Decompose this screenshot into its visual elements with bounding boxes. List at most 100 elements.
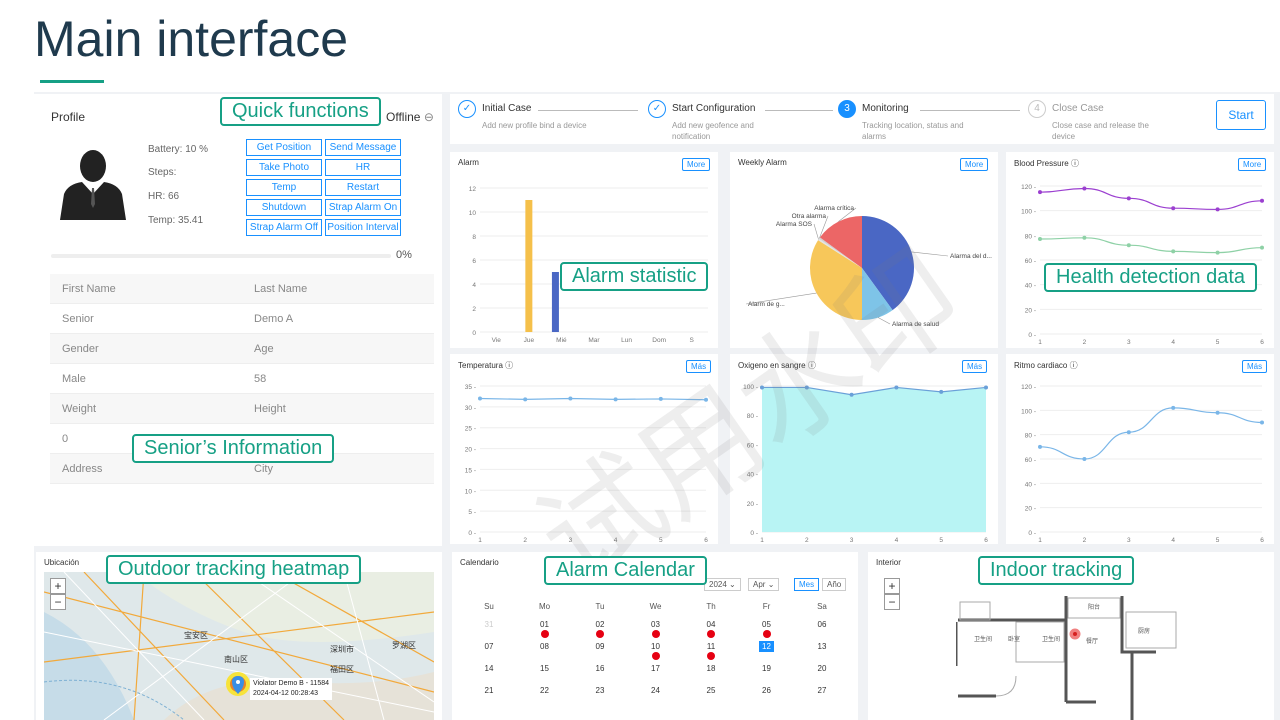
calendar-day[interactable]: 22 (540, 686, 549, 695)
table-row: First Name Last Name (50, 274, 434, 304)
table-cell: City (254, 463, 273, 475)
year-value: 2024 (709, 580, 727, 589)
x-tick-label: 6 (704, 537, 708, 544)
hr-button[interactable]: HR (325, 159, 401, 176)
send-message-button[interactable]: Send Message (325, 139, 401, 156)
more-button[interactable]: More (682, 158, 711, 171)
x-tick-label: 2 (805, 537, 809, 544)
pie-slice (862, 268, 893, 320)
pie-slice (810, 240, 862, 320)
shutdown-button[interactable]: Shutdown (246, 199, 322, 216)
calendar-day[interactable]: 14 (484, 664, 494, 673)
calendar-day[interactable]: 10 (651, 642, 660, 651)
table-cell: Gender (62, 343, 99, 355)
status-indicator[interactable]: Offline ⊖ (386, 110, 434, 124)
get-position-button[interactable]: Get Position (246, 139, 322, 156)
calendar-day[interactable]: 11 (706, 642, 716, 651)
temp-button[interactable]: Temp (246, 179, 322, 196)
position-interval-button[interactable]: Position Interval (325, 219, 401, 236)
calendar-day[interactable]: 01 (540, 620, 549, 629)
chart-title-text: Blood Pressure (1014, 159, 1069, 168)
x-tick-label: 1 (478, 537, 482, 544)
zoom-out-button[interactable]: − (884, 594, 900, 610)
ano-toggle[interactable]: Año (822, 578, 847, 591)
take-photo-button[interactable]: Take Photo (246, 159, 322, 176)
start-button[interactable]: Start (1216, 100, 1266, 130)
step-title: Initial Case (482, 103, 532, 114)
data-point (613, 397, 618, 402)
calendar-day[interactable]: 15 (540, 664, 549, 673)
calendar-day[interactable]: 18 (706, 664, 716, 673)
calendar-day[interactable]: 03 (651, 620, 660, 629)
x-tick-label: 3 (1127, 537, 1131, 544)
calendar-day[interactable]: 06 (817, 620, 827, 629)
help-icon: ⓘ (1069, 361, 1078, 370)
calendar-day[interactable]: 02 (595, 620, 605, 629)
bar (551, 272, 559, 332)
floor-plan[interactable]: 阳台 厨房 卫生间 卧室 卫生间 餐厅 (954, 592, 1188, 720)
calendar-day[interactable]: 19 (762, 664, 771, 673)
step-start-configuration[interactable]: ✓ Start Configuration Add new geofence a… (648, 100, 848, 141)
outdoor-map[interactable]: + − 宝安区 南山区 深圳市 福田区 罗湖区 Violator Demo B … (43, 571, 435, 720)
y-tick-label: 6 (472, 258, 476, 265)
calendar-day[interactable]: 09 (595, 642, 605, 651)
x-tick-label: 4 (895, 537, 899, 544)
table-cell: Address (62, 463, 103, 475)
alarm-dot (596, 630, 604, 638)
x-tick-label: 4 (614, 537, 618, 544)
calendar-day[interactable]: 16 (595, 664, 605, 673)
chevron-down-icon: ⌄ (767, 580, 775, 589)
calendar-day[interactable]: 24 (651, 686, 660, 695)
profile-title: Profile (51, 110, 86, 124)
calendar-day[interactable]: 07 (484, 642, 494, 651)
calendar-day[interactable]: 17 (651, 664, 660, 673)
calendar-day[interactable]: 12 (742, 641, 792, 652)
weekly-alarm-panel: Weekly Alarm More Alarma del d... Alarma … (730, 152, 998, 348)
mas-button[interactable]: Más (1242, 360, 1268, 373)
calendar-day[interactable]: 23 (595, 686, 605, 695)
step-initial-case[interactable]: ✓ Initial Case Add new profile bind a de… (458, 100, 658, 140)
y-tick-label: 2 (472, 306, 476, 313)
calendar-day[interactable]: 21 (484, 686, 494, 695)
y-tick-label: 15 - (465, 467, 476, 474)
y-tick-label: 0 - (1028, 530, 1036, 537)
table-cell: 0 (62, 433, 69, 445)
mas-button[interactable]: Más (962, 360, 988, 373)
calendar-day[interactable]: 26 (762, 686, 771, 695)
more-button[interactable]: More (1238, 158, 1267, 171)
calendar-day[interactable]: 25 (706, 686, 716, 695)
zoom-in-button[interactable]: + (884, 578, 900, 594)
pie-slice (818, 237, 862, 268)
y-tick-label: 80 - (1025, 233, 1036, 240)
alarm-calendar-panel: Calendario 2024 ⌄ Apr ⌄ Mes Año Su Mo Tu We… (452, 552, 858, 720)
data-point (523, 397, 528, 402)
zoom-in-button[interactable]: + (50, 578, 66, 594)
outdoor-map-panel: Ubicación + − 宝安区 南山区 深圳市 福田区 罗 (36, 552, 442, 720)
data-point (1082, 235, 1087, 240)
x-tick-label: 5 (939, 537, 943, 544)
month-select[interactable]: Apr ⌄ (748, 578, 780, 591)
y-tick-label: 100 - (743, 384, 758, 391)
calendar-day[interactable]: 08 (540, 642, 549, 651)
chart-title: Alarm (458, 158, 479, 167)
mes-toggle[interactable]: Mes (794, 578, 820, 591)
battery-value: Battery: 10 % (148, 144, 209, 155)
calendar-day[interactable]: 20 (817, 664, 827, 673)
calendar-day[interactable]: 13 (817, 642, 827, 651)
step-number-icon: 4 (1028, 100, 1046, 118)
strap-alarm-on-button[interactable]: Strap Alarm On (325, 199, 401, 216)
step-close-case[interactable]: 4 Close Case Close case and release the … (1028, 100, 1228, 141)
calendar-day[interactable]: 05 (762, 620, 771, 629)
alarm-dot (651, 652, 660, 660)
zoom-out-button[interactable]: − (50, 594, 66, 610)
step-monitoring[interactable]: 3 Monitoring Tracking location, status a… (838, 100, 1038, 141)
calendar-day[interactable]: 04 (706, 620, 716, 629)
calendar-day[interactable]: 31 (484, 620, 494, 629)
strap-alarm-off-button[interactable]: Strap Alarm Off (246, 219, 322, 236)
year-select[interactable]: 2024 ⌄ (704, 578, 741, 591)
mas-button[interactable]: Más (686, 360, 712, 373)
data-point (939, 389, 944, 394)
calendar-day[interactable]: 27 (817, 686, 827, 695)
more-button[interactable]: More (960, 158, 989, 171)
restart-button[interactable]: Restart (325, 179, 401, 196)
